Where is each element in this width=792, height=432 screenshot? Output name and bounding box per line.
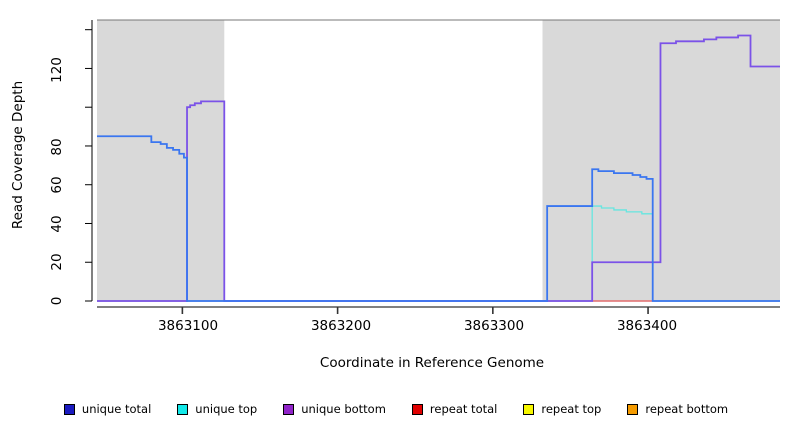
legend-item-repeat-bottom[interactable]: repeat bottom [627, 402, 728, 416]
legend-swatch-icon [523, 403, 535, 415]
x-tick-label-2: 3863200 [310, 318, 372, 334]
series-line-unique-total [97, 135, 780, 302]
series-line-unique-top [97, 205, 780, 302]
chart-legend: unique total unique top unique bottom re… [0, 398, 792, 420]
legend-item-repeat-total[interactable]: repeat total [411, 402, 498, 416]
legend-swatch-icon [177, 403, 189, 415]
legend-swatch-icon [63, 403, 75, 415]
legend-item-unique-total[interactable]: unique total [63, 402, 152, 416]
legend-item-unique-top[interactable]: unique top [177, 402, 257, 416]
legend-swatch-icon [627, 403, 639, 415]
legend-label: unique top [195, 402, 258, 416]
x-axis-title: Coordinate in Reference Genome [319, 355, 545, 371]
x-tick-label-4: 3863400 [616, 318, 678, 334]
x-tick-label-3: 3863300 [463, 318, 525, 334]
legend-item-repeat-top[interactable]: repeat top [523, 402, 601, 416]
legend-label: unique total [81, 402, 152, 416]
legend-label: repeat top [541, 402, 602, 416]
series-line-unique-bottom [97, 34, 780, 302]
legend-swatch-icon [283, 403, 295, 415]
legend-label: unique bottom [301, 402, 386, 416]
legend-label: repeat bottom [645, 402, 729, 416]
legend-label: repeat total [429, 402, 498, 416]
legend-swatch-icon [411, 403, 423, 415]
shaded-region-0 [97, 20, 225, 301]
x-tick-label-1: 3863100 [157, 318, 219, 334]
legend-item-unique-bottom[interactable]: unique bottom [283, 402, 386, 416]
